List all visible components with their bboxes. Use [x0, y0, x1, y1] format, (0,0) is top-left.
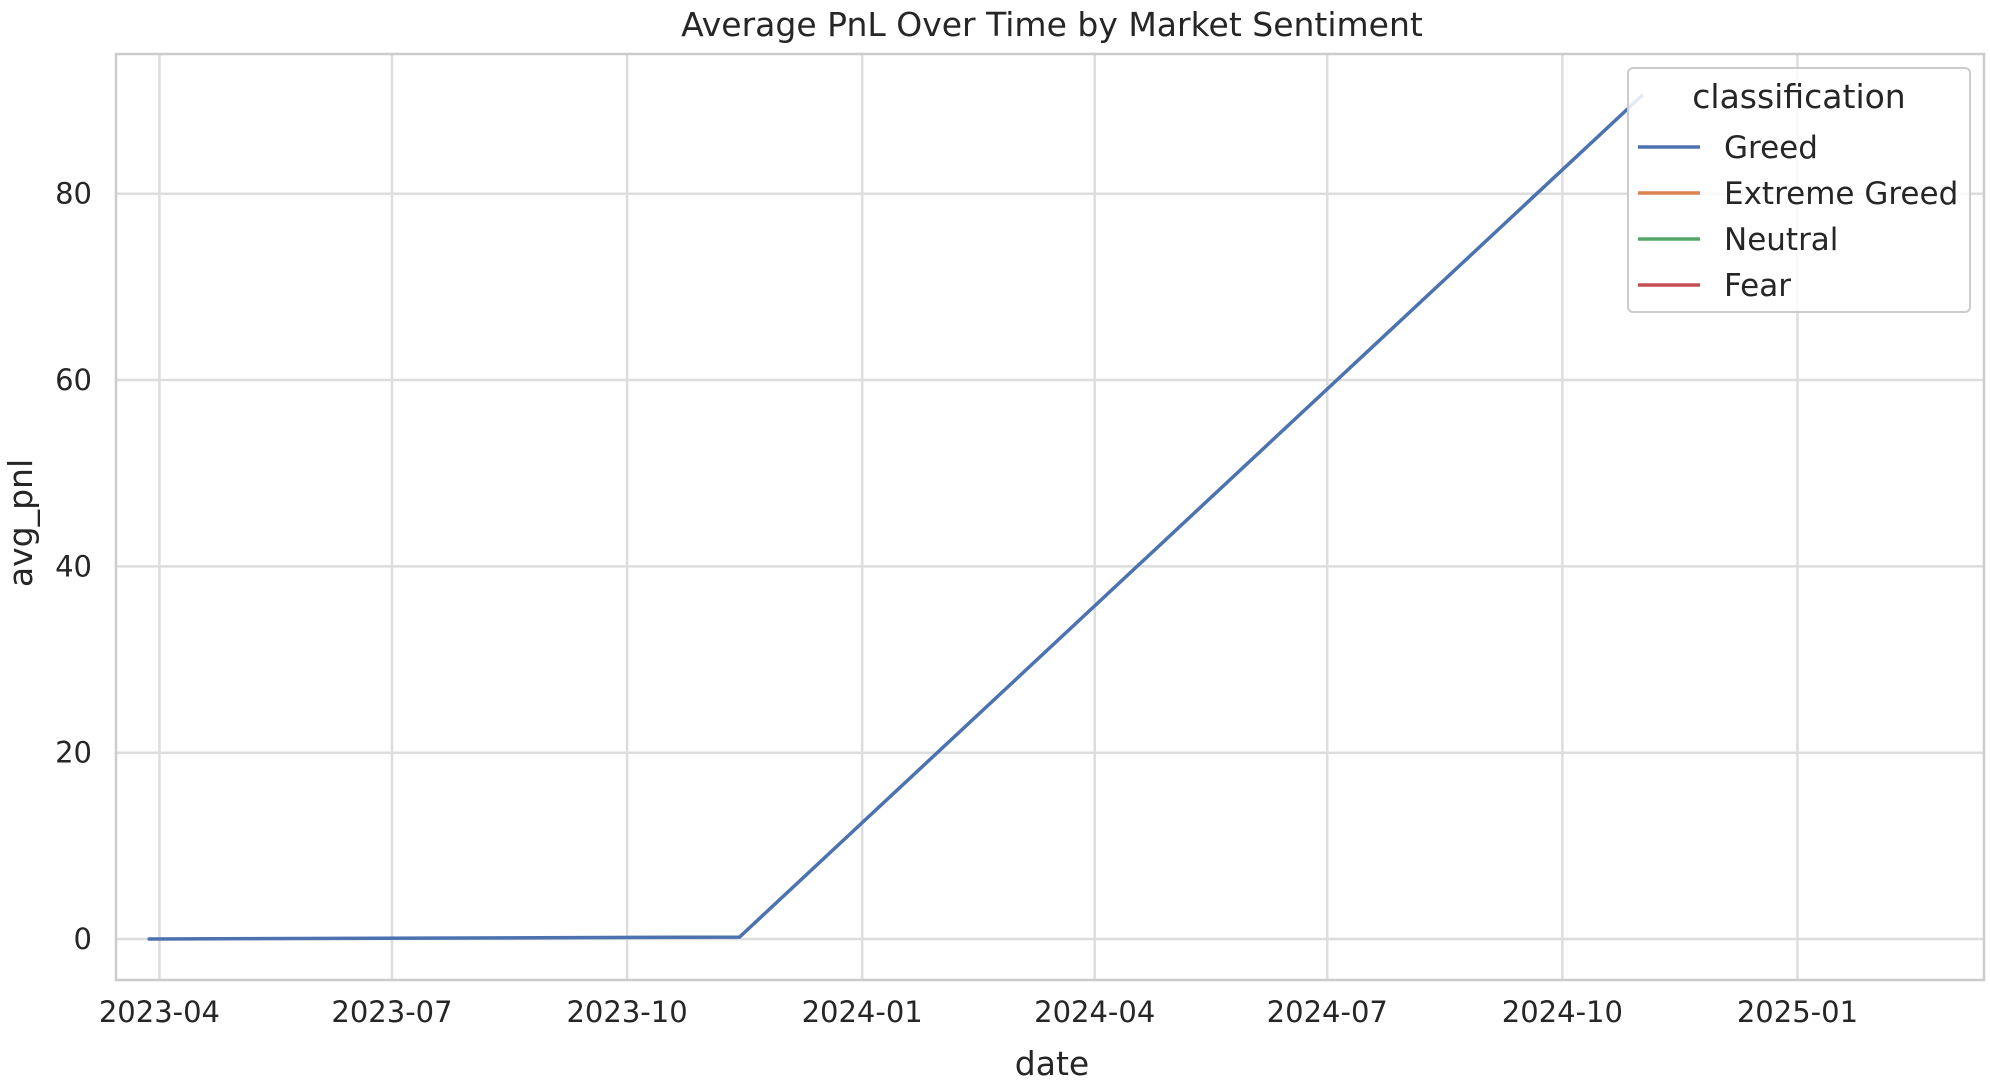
- x-axis-label: date: [1015, 1044, 1089, 1083]
- x-tick-label: 2024-10: [1502, 995, 1623, 1029]
- legend-label-neutral: Neutral: [1724, 222, 1838, 258]
- x-tick-label: 2024-01: [802, 995, 923, 1029]
- tick-labels: 2023-04 2023-07 2023-10 2024-01 2024-04 2024-…: [55, 177, 1858, 1029]
- legend-label-greed: Greed: [1724, 130, 1818, 166]
- y-tick-label: 60: [55, 363, 92, 397]
- x-tick-label: 2024-04: [1034, 995, 1155, 1029]
- x-tick-label: 2023-10: [566, 995, 687, 1029]
- y-tick-label: 40: [55, 549, 92, 583]
- x-tick-label: 2023-07: [331, 995, 452, 1029]
- y-tick-label: 80: [55, 177, 92, 211]
- legend-entries: Greed Extreme Greed Neutral Fear: [1638, 130, 1958, 304]
- plot-frame: [114, 52, 1986, 982]
- legend-title: classification: [1692, 77, 1905, 116]
- series-line-greed: [147, 94, 1644, 941]
- legend-label-fear: Fear: [1724, 268, 1791, 304]
- y-tick-label: 20: [55, 736, 92, 770]
- legend: classification Greed Extreme Greed Neutral…: [1627, 67, 1971, 313]
- x-tick-label: 2023-04: [99, 995, 220, 1029]
- legend-label-extreme-greed: Extreme Greed: [1724, 176, 1958, 212]
- y-axis-label: avg_pnl: [1, 459, 40, 587]
- x-tick-label: 2025-01: [1737, 995, 1858, 1029]
- chart-title: Average PnL Over Time by Market Sentimen…: [681, 5, 1423, 44]
- x-tick-label: 2024-07: [1267, 995, 1388, 1029]
- series-lines: [147, 94, 1644, 941]
- legend-box: [1627, 67, 1971, 313]
- y-tick-label: 0: [74, 922, 92, 956]
